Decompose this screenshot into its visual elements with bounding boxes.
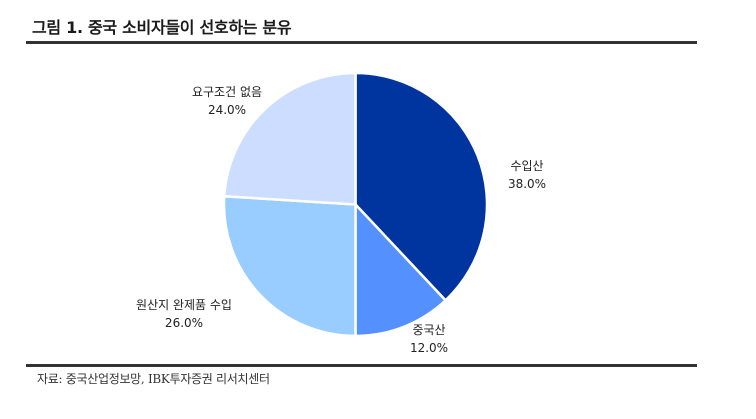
pie-slice-domestic — [354, 201, 448, 338]
slice-label-imported-value: 38.0% — [507, 177, 547, 191]
pie-slices — [222, 71, 489, 338]
slice-label-origin-finished-import-value: 26.0% — [164, 316, 204, 330]
pie-slice-origin-finished-import — [222, 194, 357, 338]
slice-label-domestic-value: 12.0% — [409, 341, 449, 355]
slice-label-imported-name: 수입산 — [510, 159, 544, 173]
pie-slice-imported — [354, 71, 489, 303]
pie-slice-no-requirement — [222, 71, 357, 206]
slice-label-domestic: 중국산 12.0% — [410, 321, 448, 357]
slice-label-origin-finished-import: 원산지 완제품 수입 26.0% — [136, 296, 232, 332]
figure-title: 그림 1. 중국 소비자들이 선호하는 분유 — [32, 18, 292, 37]
slice-label-no-requirement-value: 24.0% — [207, 103, 247, 117]
slice-label-no-requirement-name: 요구조건 없음 — [191, 85, 263, 99]
slice-label-domestic-name: 중국산 — [412, 323, 446, 337]
bottom-divider — [26, 364, 697, 367]
slice-label-no-requirement: 요구조건 없음 24.0% — [192, 83, 262, 119]
source-note: 자료: 중국산업정보망, IBK투자증권 리서치센터 — [37, 372, 270, 386]
slice-label-imported: 수입산 38.0% — [508, 157, 546, 193]
slice-label-origin-finished-import-name: 원산지 완제품 수입 — [136, 298, 232, 312]
top-divider — [26, 41, 697, 44]
